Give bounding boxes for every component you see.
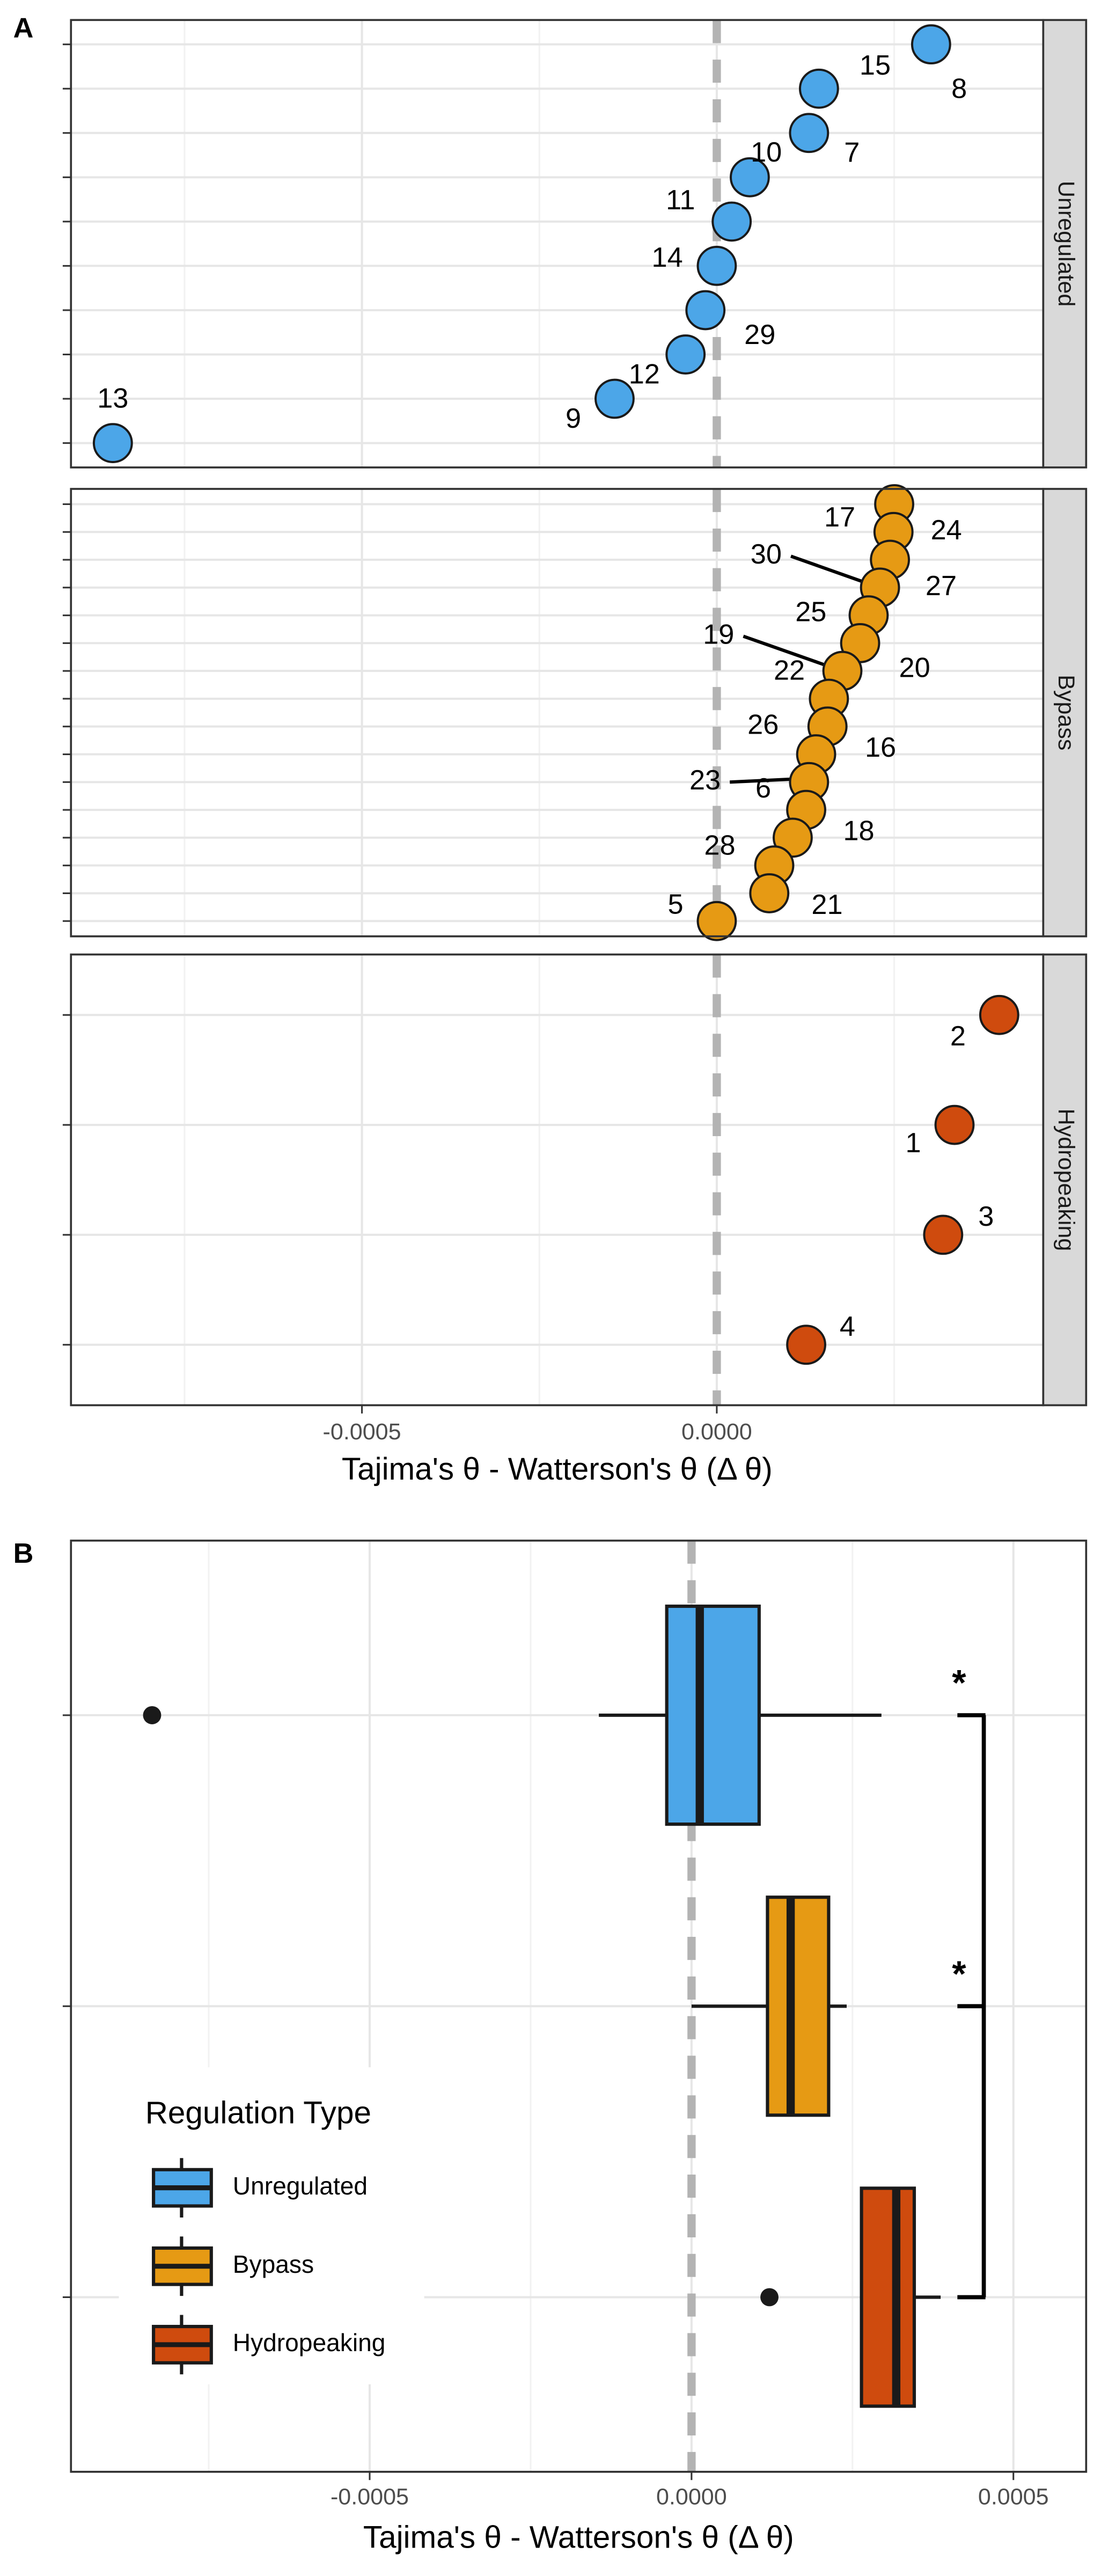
x-axis-title: Tajima's θ - Watterson's θ (Δ θ) <box>342 1452 773 1487</box>
point-label: 18 <box>843 815 874 846</box>
point-label: 21 <box>811 889 842 920</box>
point-label: 5 <box>667 889 683 920</box>
point-label: 7 <box>844 137 860 169</box>
point <box>773 817 813 858</box>
x-tick-label: 0.0005 <box>978 2484 1049 2509</box>
x-tick-label: -0.0005 <box>331 2484 409 2509</box>
significance-star: * <box>952 1663 966 1703</box>
legend-label: Unregulated <box>233 2172 368 2200</box>
point-label: 28 <box>704 830 735 861</box>
point <box>934 1104 975 1145</box>
facet-strip-label: Hydropeaking <box>1053 1109 1079 1252</box>
facet-strip <box>1042 19 1088 469</box>
point-label: 9 <box>566 403 581 434</box>
point-label: 22 <box>774 655 805 686</box>
point-label: 15 <box>860 50 891 81</box>
point-label: 25 <box>795 596 826 627</box>
point-label: 20 <box>899 652 930 683</box>
point <box>594 378 635 419</box>
facet-strip-label: Bypass <box>1053 675 1079 750</box>
facet-strip <box>1042 953 1088 1407</box>
point-label: 1 <box>906 1128 921 1159</box>
box <box>665 1604 761 1826</box>
point-label: 14 <box>652 242 683 273</box>
x-tick-label: -0.0005 <box>323 1419 401 1445</box>
point-label: 27 <box>926 570 957 602</box>
point <box>789 113 830 153</box>
outlier <box>760 2288 779 2307</box>
point <box>711 201 752 242</box>
outlier <box>143 1706 162 1724</box>
x-tick-label: 0.0000 <box>656 2484 727 2509</box>
legend-title: Regulation Type <box>145 2096 371 2131</box>
panel-label: A <box>13 13 34 44</box>
point-label: 24 <box>931 515 962 546</box>
significance-star: * <box>952 1954 966 1994</box>
point-label: 4 <box>840 1311 855 1342</box>
legend-label: Bypass <box>233 2250 314 2278</box>
point-label: 10 <box>751 137 782 168</box>
label-leader <box>730 777 799 784</box>
point-label: 16 <box>865 732 896 763</box>
point <box>92 423 133 463</box>
point-label: 8 <box>951 74 967 105</box>
point <box>665 334 706 375</box>
point <box>786 1324 826 1365</box>
point <box>911 24 951 65</box>
point-label: 19 <box>703 619 734 650</box>
point-label: 30 <box>751 539 782 570</box>
facet-strip <box>1042 488 1088 938</box>
facet-background <box>71 954 1044 1406</box>
point-label: 29 <box>744 319 775 350</box>
panel-border <box>70 1539 1088 2473</box>
point-label: 6 <box>755 773 771 804</box>
point <box>685 290 726 331</box>
x-tick-label: 0.0000 <box>681 1419 752 1445</box>
point <box>798 68 839 109</box>
label-leader <box>743 634 833 669</box>
box <box>860 2186 916 2408</box>
point <box>696 246 737 286</box>
point <box>730 157 770 197</box>
point <box>696 901 737 941</box>
point-label: 13 <box>97 383 128 414</box>
panel-label: B <box>13 1538 34 1569</box>
x-axis-title: Tajima's θ - Watterson's θ (Δ θ) <box>363 2520 794 2555</box>
point-label: 12 <box>629 358 660 390</box>
facet-background <box>71 20 1044 467</box>
legend-label: Hydropeaking <box>233 2329 386 2357</box>
facet-strip-label: Unregulated <box>1053 181 1079 307</box>
point-label: 3 <box>978 1201 994 1232</box>
point <box>923 1214 964 1255</box>
point-label: 2 <box>950 1021 966 1052</box>
point <box>979 994 1019 1035</box>
point-label: 23 <box>689 765 721 796</box>
label-leader <box>790 554 871 586</box>
point-label: 17 <box>824 502 855 533</box>
point-label: 11 <box>666 185 695 216</box>
point <box>749 873 790 913</box>
box <box>766 1896 831 2117</box>
point-label: 26 <box>747 709 779 741</box>
